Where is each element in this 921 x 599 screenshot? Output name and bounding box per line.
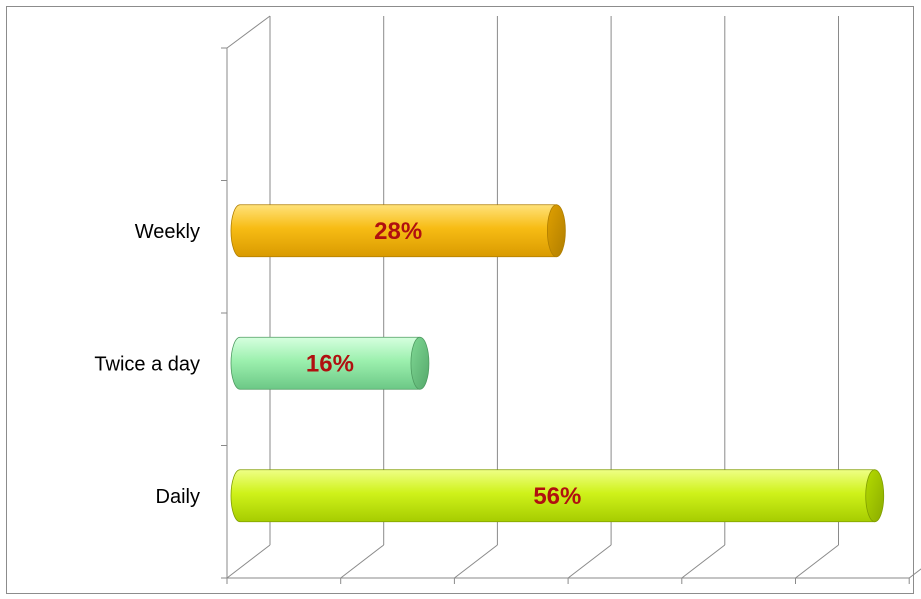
data-label: 56% xyxy=(533,483,581,510)
floor-gridline xyxy=(908,568,921,579)
wall-top-edge xyxy=(226,15,271,49)
bar-body xyxy=(230,469,876,523)
bars-layer xyxy=(230,204,885,523)
bar-weekly xyxy=(230,204,566,258)
floor-gridline xyxy=(567,544,612,579)
bar-cap xyxy=(865,469,885,523)
grid-layer xyxy=(221,15,921,584)
floor-gridline xyxy=(681,544,726,579)
bar-cap xyxy=(546,204,566,258)
bar-daily xyxy=(230,469,885,523)
floor-gridline xyxy=(340,544,385,579)
bar-body xyxy=(230,204,557,258)
category-label: Twice a day xyxy=(94,353,200,375)
bar-body xyxy=(230,336,421,390)
bar-twice-a-day xyxy=(230,336,430,390)
data-label: 28% xyxy=(374,218,422,245)
floor-gridline xyxy=(226,544,271,579)
bar-cap xyxy=(410,336,430,390)
labels-layer: Weekly 28% Twice a day 16% Daily 56% xyxy=(94,218,581,510)
floor-gridline xyxy=(795,544,839,579)
data-label: 16% xyxy=(306,350,354,377)
floor-gridline xyxy=(454,544,498,579)
category-label: Daily xyxy=(156,486,200,508)
category-label: Weekly xyxy=(135,221,200,243)
